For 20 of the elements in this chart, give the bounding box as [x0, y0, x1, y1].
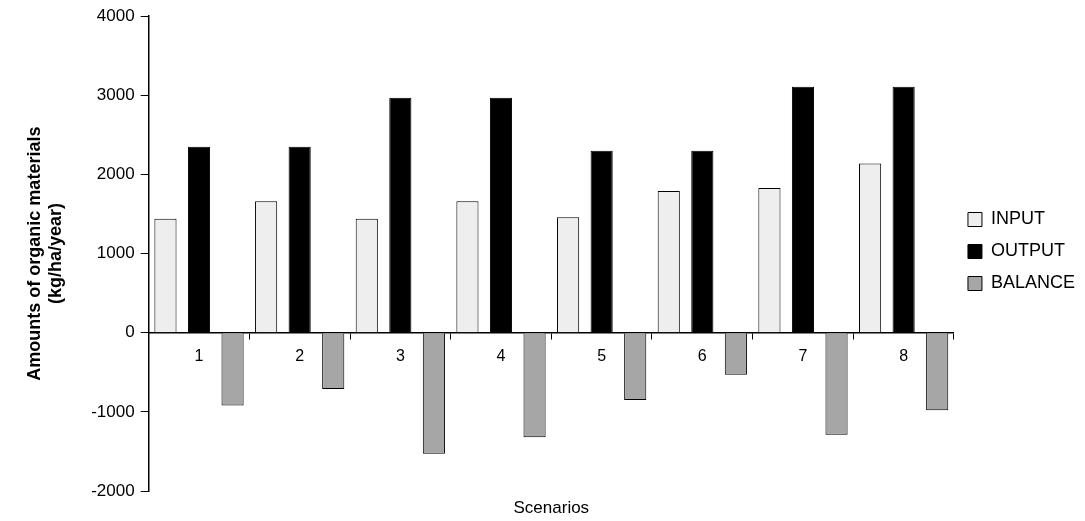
- y-axis-title: Amounts of organic materials (kg/ha/year): [23, 126, 66, 381]
- x-tick-label: 1: [194, 346, 204, 364]
- x-axis-title: Scenarios: [513, 498, 590, 518]
- legend-label: INPUT: [990, 208, 1045, 229]
- y-tick-label: 3000: [96, 85, 135, 105]
- x-tick-label: 3: [395, 346, 405, 364]
- x-tick-label: 5: [597, 346, 607, 364]
- x-tick-label: 7: [798, 346, 808, 364]
- y-tick-label: -1000: [91, 401, 135, 421]
- x-tick-label: 2: [295, 346, 305, 364]
- x-tick-label: 4: [496, 346, 506, 364]
- y-tick-label: 1000: [96, 243, 135, 263]
- legend-label: OUTPUT: [990, 240, 1065, 261]
- x-tick-label: 8: [899, 346, 909, 364]
- y-tick-label: -2000: [91, 480, 135, 500]
- y-tick-label: 0: [125, 322, 135, 342]
- x-tick-label: 6: [697, 346, 707, 364]
- y-tick-label: 4000: [96, 5, 135, 25]
- legend-label: BALANCE: [990, 272, 1076, 293]
- y-tick-label: 2000: [96, 164, 135, 184]
